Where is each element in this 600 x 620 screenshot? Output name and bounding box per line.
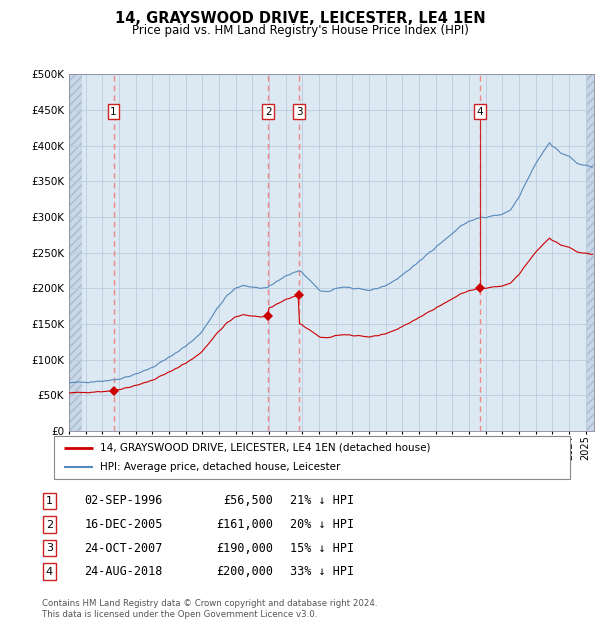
Text: 02-SEP-1996: 02-SEP-1996 [85,495,163,508]
Text: £56,500: £56,500 [224,495,274,508]
Text: 24-AUG-2018: 24-AUG-2018 [85,565,163,578]
Text: £190,000: £190,000 [217,541,274,554]
Text: HPI: Average price, detached house, Leicester: HPI: Average price, detached house, Leic… [100,463,341,472]
Text: 2: 2 [46,520,53,529]
Text: £200,000: £200,000 [217,565,274,578]
Text: 4: 4 [46,567,53,577]
FancyBboxPatch shape [54,436,570,479]
Text: 1: 1 [110,107,117,117]
Text: Price paid vs. HM Land Registry's House Price Index (HPI): Price paid vs. HM Land Registry's House … [131,24,469,37]
Text: 4: 4 [476,107,483,117]
Text: 1: 1 [46,496,53,506]
Text: 20% ↓ HPI: 20% ↓ HPI [290,518,354,531]
Text: 24-OCT-2007: 24-OCT-2007 [85,541,163,554]
Bar [69,74,82,431]
Text: 21% ↓ HPI: 21% ↓ HPI [290,495,354,508]
Text: 15% ↓ HPI: 15% ↓ HPI [290,541,354,554]
Text: 3: 3 [296,107,302,117]
Text: 3: 3 [46,543,53,553]
Text: £161,000: £161,000 [217,518,274,531]
Text: 33% ↓ HPI: 33% ↓ HPI [290,565,354,578]
Text: 16-DEC-2005: 16-DEC-2005 [85,518,163,531]
Text: 14, GRAYSWOOD DRIVE, LEICESTER, LE4 1EN (detached house): 14, GRAYSWOOD DRIVE, LEICESTER, LE4 1EN … [100,443,431,453]
Text: 2: 2 [265,107,272,117]
Text: Contains HM Land Registry data © Crown copyright and database right 2024.
This d: Contains HM Land Registry data © Crown c… [42,600,377,619]
Bar [586,74,594,431]
Text: 14, GRAYSWOOD DRIVE, LEICESTER, LE4 1EN: 14, GRAYSWOOD DRIVE, LEICESTER, LE4 1EN [115,11,485,26]
